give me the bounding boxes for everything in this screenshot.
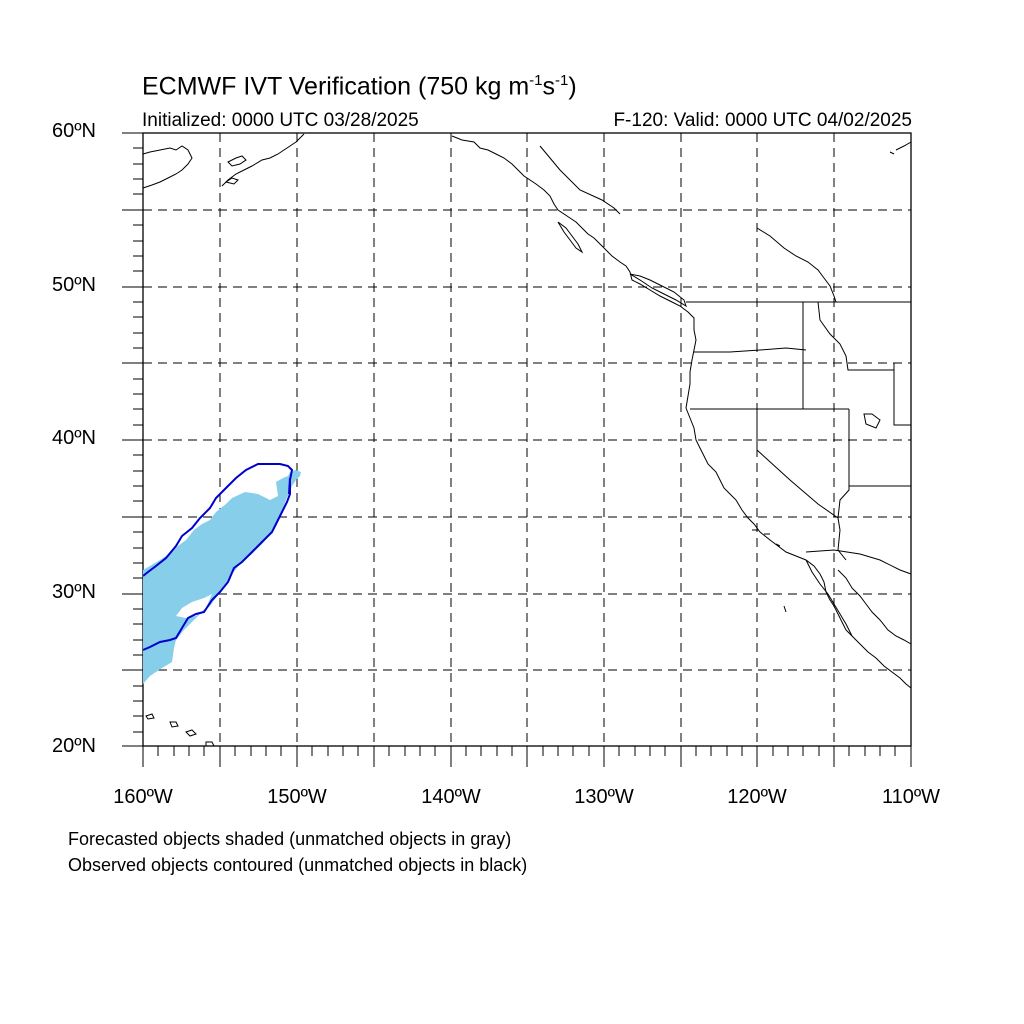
hawaii-1 (145, 713, 155, 720)
lon-label-120w: 120ºW (727, 786, 787, 808)
us-mexico-border (805, 549, 912, 575)
nevada-border (756, 409, 850, 519)
california-arizona-border (837, 517, 847, 561)
hawaii-2 (169, 721, 179, 728)
alaska-coast (142, 145, 193, 189)
legend-notes: Forecasted objects shaded (unmatched obj… (68, 826, 527, 878)
guadalupe-island (783, 605, 787, 613)
forecast-ivt-object (143, 470, 301, 684)
lat-label-40n: 40ºN (52, 427, 96, 449)
island-small-1 (224, 177, 239, 185)
forecast-note: Forecasted objects shaded (unmatched obj… (68, 829, 512, 849)
political-boundaries (539, 145, 912, 575)
lat-label-30n: 30ºN (52, 581, 96, 603)
alaska-bc-border (539, 145, 621, 215)
lon-label-110w: 110ºW (881, 786, 941, 808)
haida-gwaii (557, 221, 584, 254)
baja-california (805, 559, 853, 637)
initialized-label: Initialized: 0000 UTC 03/28/2025 (142, 110, 419, 131)
graticule (143, 133, 911, 746)
lon-label-130w: 130ºW (574, 786, 634, 808)
coastlines (142, 133, 912, 747)
washington-oregon-border (694, 347, 807, 353)
north-america-coast (451, 135, 912, 689)
lon-label-160w: 160ºW (113, 786, 173, 808)
bc-alberta-border (756, 227, 837, 303)
alaska-peninsula (221, 133, 305, 187)
lat-label-20n: 20ºN (52, 735, 96, 757)
observed-contour-segment (288, 477, 291, 495)
hawaii-4 (205, 741, 215, 747)
lon-ticks (142, 746, 912, 767)
channel-islands (752, 529, 781, 547)
lat-label-50n: 50ºN (52, 274, 96, 296)
observed-note: Observed objects contoured (unmatched ob… (68, 855, 528, 875)
idaho-border (802, 301, 894, 409)
lon-label-140w: 140ºW (421, 786, 481, 808)
great-salt-lake (863, 413, 881, 429)
lon-label-150w: 150ºW (267, 786, 327, 808)
hudson-bay-coast (889, 141, 912, 155)
hawaii-3 (185, 729, 197, 737)
vancouver-island (629, 273, 687, 308)
kodiak-island (227, 155, 247, 167)
lat-ticks (122, 132, 143, 747)
valid-time-label: F-120: Valid: 0000 UTC 04/02/2025 (613, 110, 912, 131)
lat-label-60n: 60ºN (52, 120, 96, 142)
wyoming-border (893, 363, 911, 426)
gulf-of-california (837, 569, 912, 645)
map-title: ECMWF IVT Verification (750 kg m-1s-1) (142, 72, 577, 101)
forecast-gap (176, 594, 212, 618)
